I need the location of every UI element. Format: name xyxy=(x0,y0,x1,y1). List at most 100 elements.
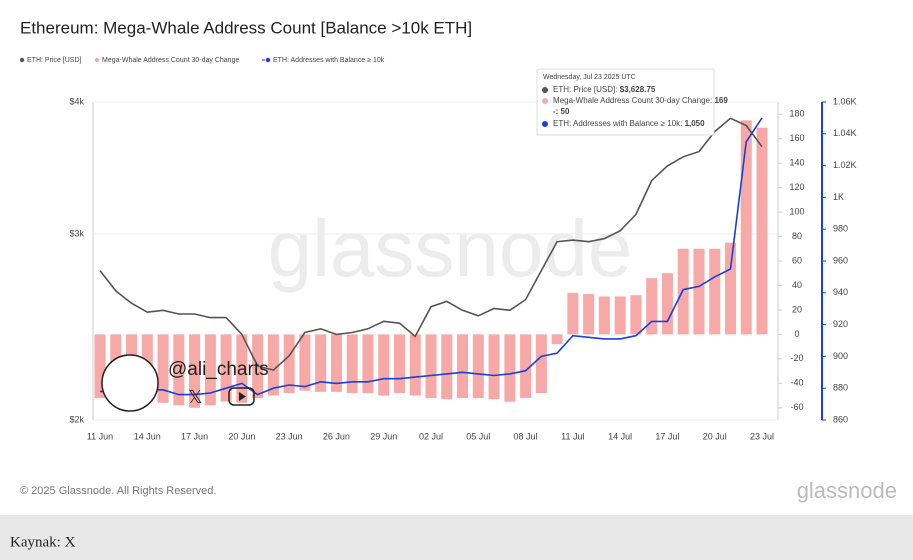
tooltip-box xyxy=(536,68,715,136)
y2-tick-label: 0 xyxy=(794,329,799,339)
bar xyxy=(346,334,358,394)
legend-label: ETH: Addresses with Balance ≥ 10k xyxy=(273,57,385,64)
x-tick-label: 23 Jun xyxy=(276,431,303,441)
copyright: © 2025 Glassnode. All Rights Reserved. xyxy=(20,485,216,497)
y3-tick-label: 880 xyxy=(833,383,848,393)
y-tick-label: $2k xyxy=(69,414,84,424)
y3-tick-label: 1.06K xyxy=(833,96,857,106)
x-tick-label: 17 Jun xyxy=(181,431,208,441)
x-tick-label: 05 Jul xyxy=(466,431,490,441)
y2-tick-label: 60 xyxy=(792,255,802,265)
y2-tick-label: -20 xyxy=(790,353,803,363)
x-tick-label: 08 Jul xyxy=(514,431,538,441)
x-tick-label: 23 Jul xyxy=(750,431,774,441)
bar xyxy=(488,334,500,400)
bar xyxy=(157,334,169,403)
bar xyxy=(299,334,311,391)
y3-tick-label: 960 xyxy=(833,255,848,265)
y3-tick-label: 1.02K xyxy=(833,160,857,170)
tooltip-item-label: Mega-Whale Address Count 30-day Change: xyxy=(553,96,714,105)
bar xyxy=(204,334,216,406)
bar xyxy=(504,334,516,402)
bar xyxy=(661,273,673,335)
bar xyxy=(457,334,469,398)
tooltip-label: ETH: Price [USD]: $3,628.75 xyxy=(553,85,656,94)
x-tick-label: 11 Jun xyxy=(87,431,113,441)
bar xyxy=(315,334,327,392)
y2-tick-label: -60 xyxy=(790,402,803,412)
bar xyxy=(535,334,547,394)
y2-tick-label: 180 xyxy=(789,109,804,119)
bar xyxy=(709,248,721,335)
tooltip-item-value: 1,050 xyxy=(685,119,706,128)
tooltip-marker xyxy=(542,98,548,104)
overlay-handle: @ali_charts xyxy=(168,359,269,380)
bar xyxy=(614,296,626,335)
y3-tick-label: 980 xyxy=(833,224,848,234)
legend-label: ETH: Price [USD] xyxy=(27,57,82,64)
legend-marker xyxy=(94,57,100,63)
x-tick-label: 14 Jul xyxy=(608,431,632,441)
x-tick-label: 17 Jul xyxy=(655,431,679,441)
bar xyxy=(646,278,658,335)
tooltip-item-value: $3,628.75 xyxy=(620,85,656,94)
y2-tick-label: -40 xyxy=(790,378,803,388)
y2-tick-label: 160 xyxy=(789,133,804,143)
bar xyxy=(378,334,390,396)
y3-tick-label: 1.04K xyxy=(833,128,857,138)
y2-tick-label: 80 xyxy=(792,231,802,241)
legend-marker xyxy=(19,57,25,63)
bar xyxy=(472,334,484,398)
y3-tick-label: 900 xyxy=(833,351,848,361)
bar xyxy=(173,334,185,406)
video-icon xyxy=(239,392,246,401)
bar xyxy=(236,334,248,403)
source-bar xyxy=(0,515,913,560)
bar xyxy=(724,242,736,335)
bar xyxy=(756,127,768,335)
x-icon: 𝕏 xyxy=(188,387,203,407)
tooltip-extra: -: 50 xyxy=(553,107,570,116)
y2-tick-label: 140 xyxy=(789,158,804,168)
y2-tick-label: 20 xyxy=(792,304,802,314)
x-tick-label: 26 Jun xyxy=(323,431,350,441)
tooltip-date: Wednesday, Jul 23 2025 UTC xyxy=(543,74,636,81)
legend-label: Mega-Whale Address Count 30-day Change xyxy=(102,57,239,64)
bar xyxy=(283,334,295,394)
bar xyxy=(520,334,532,398)
bar xyxy=(630,295,642,335)
tooltip: Wednesday, Jul 23 2025 UTC ETH: Price [US… xyxy=(536,68,728,136)
bar xyxy=(362,334,374,394)
tooltip-marker xyxy=(542,121,548,127)
source: Kaynak: X xyxy=(10,534,76,550)
tooltip-item-label: ETH: Price [USD]: xyxy=(553,85,620,94)
x-tick-label: 02 Jul xyxy=(419,431,443,441)
x-tick-label: 20 Jun xyxy=(228,431,255,441)
x-tick-label: 29 Jun xyxy=(370,431,397,441)
video-icon xyxy=(228,387,255,406)
line xyxy=(100,117,763,396)
legend-marker xyxy=(265,57,271,63)
bar xyxy=(598,296,610,335)
y2-tick-label: 120 xyxy=(789,182,804,192)
bar xyxy=(409,334,421,396)
y3-tick-label: 1K xyxy=(833,192,844,202)
bar xyxy=(94,334,106,398)
y-tick-label: $4k xyxy=(69,96,84,106)
tooltip-item-value: 169 xyxy=(714,96,728,105)
tooltip-label: Mega-Whale Address Count 30-day Change: … xyxy=(553,96,728,105)
line xyxy=(99,117,763,371)
bar xyxy=(220,334,232,402)
y3-tick-label: 920 xyxy=(833,319,848,329)
y-tick-label: $3k xyxy=(69,228,84,238)
y3-tick-label: 860 xyxy=(833,414,848,424)
bar xyxy=(677,248,689,335)
bar xyxy=(425,334,437,398)
bar xyxy=(441,334,453,400)
y2-tick-label: 40 xyxy=(792,280,802,290)
avatar xyxy=(101,354,159,412)
bar xyxy=(393,334,405,394)
footer-logo: glassnode xyxy=(797,478,897,503)
bar xyxy=(330,334,342,392)
